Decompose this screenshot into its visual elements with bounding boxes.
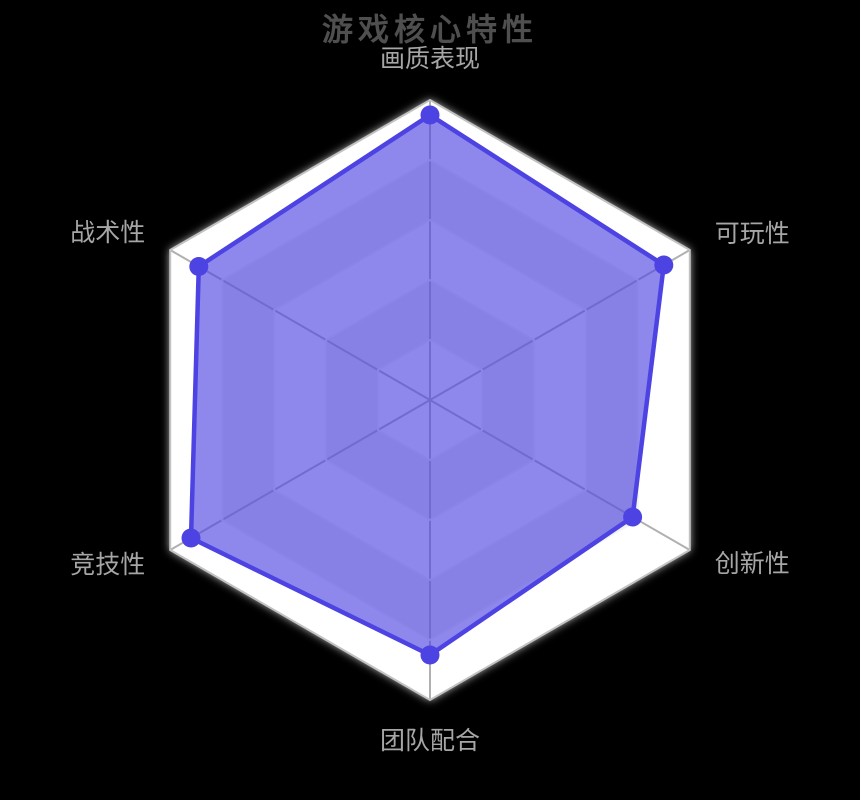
data-point-3	[420, 645, 440, 665]
data-point-1	[654, 255, 674, 275]
axis-label-huazhi: 画质表现	[379, 45, 481, 73]
axis-label-kewanxing: 可玩性	[714, 220, 790, 248]
axis-label-zhanshu: 战术性	[70, 219, 146, 247]
data-point-0	[420, 105, 440, 125]
chart-title: 游戏核心特性	[322, 12, 538, 48]
data-point-4	[181, 528, 201, 548]
axis-label-tuandui: 团队配合	[379, 727, 481, 755]
axis-label-chuangxin: 创新性	[714, 550, 790, 578]
data-point-5	[189, 257, 209, 276]
grid-outer-ring	[169, 98, 691, 702]
data-point-2	[623, 507, 643, 527]
axis-label-jingji: 竞技性	[70, 551, 146, 579]
